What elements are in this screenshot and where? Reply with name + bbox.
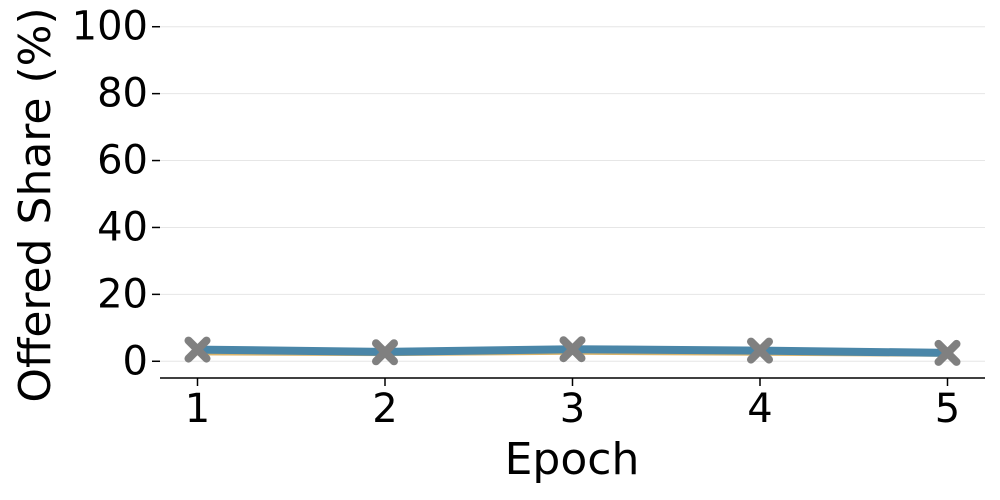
x-marker-point	[184, 336, 211, 363]
x-tick-label: 4	[747, 386, 772, 432]
x-marker-stroke-b	[372, 339, 398, 366]
axes: 0 20 40 60 80 100 1 2 3 4 5	[72, 4, 985, 432]
y-tick-label: 20	[97, 271, 148, 317]
x-tick-label: 1	[185, 386, 210, 432]
x-tick-label: 5	[935, 386, 960, 432]
series-layer	[184, 336, 961, 366]
y-tick-label: 100	[72, 4, 148, 50]
grid-lines	[160, 26, 985, 362]
x-marker-point	[747, 337, 773, 364]
x-marker-stroke-b	[747, 337, 773, 364]
x-tick-label: 2	[372, 386, 397, 432]
x-marker-stroke-b	[184, 336, 211, 363]
x-marker-stroke-b	[559, 336, 586, 363]
x-marker-stroke-b	[934, 339, 961, 366]
y-tick-label: 0	[123, 338, 148, 384]
x-marker-point	[372, 339, 398, 366]
x-tick-label: 3	[560, 386, 585, 432]
y-axis-label: Offered Share (%)	[10, 7, 61, 402]
y-tick-label: 40	[97, 204, 148, 250]
x-axis-label: Epoch	[505, 434, 640, 485]
x-marker-point	[559, 336, 586, 363]
x-marker-point	[934, 339, 961, 366]
y-tick-label: 60	[97, 138, 148, 184]
y-tick-label: 80	[97, 71, 148, 117]
